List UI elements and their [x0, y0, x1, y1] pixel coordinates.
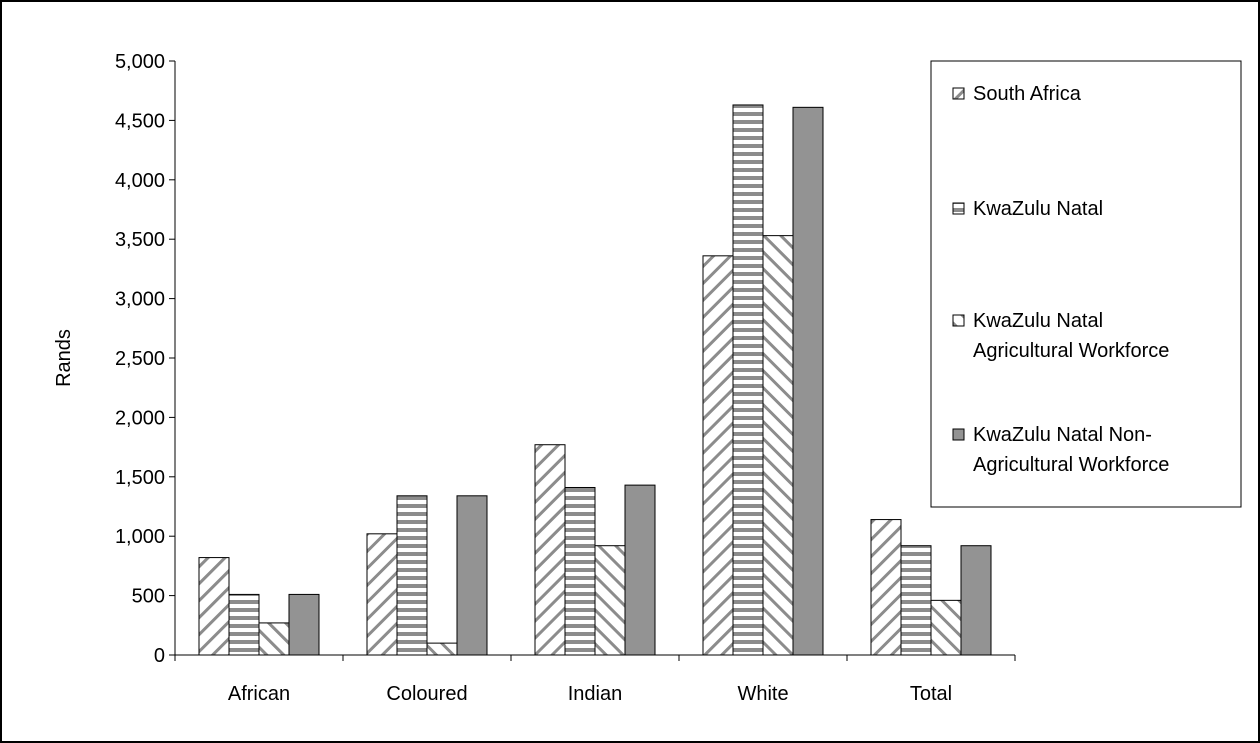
- bar: [534, 444, 566, 656]
- y-tick-label: 500: [132, 586, 165, 608]
- x-tick-label: White: [737, 683, 788, 705]
- y-tick-label: 3,000: [115, 289, 165, 311]
- legend-swatch: [952, 202, 965, 215]
- bar: [198, 557, 230, 656]
- legend-label: South Africa: [973, 83, 1082, 105]
- y-tick-label: 1,500: [115, 467, 165, 489]
- legend-swatch: [952, 428, 965, 441]
- y-tick-label: 2,000: [115, 407, 165, 429]
- bar: [426, 642, 458, 656]
- legend-swatch: [952, 87, 965, 100]
- legend: South Africa KwaZulu Natal KwaZulu Natal Ag…: [930, 60, 1242, 508]
- bar: [396, 495, 428, 656]
- y-tick-label: 2,500: [115, 348, 165, 370]
- bar: [624, 484, 656, 656]
- bar: [288, 593, 320, 656]
- legend-label: Agricultural Workforce: [973, 340, 1169, 362]
- bar: [594, 545, 626, 656]
- bar: [792, 106, 824, 656]
- x-tick-label: Coloured: [386, 683, 467, 705]
- legend-label: KwaZulu Natal: [973, 198, 1103, 220]
- y-tick-label: 4,000: [115, 170, 165, 192]
- x-tick-label: Total: [910, 683, 952, 705]
- legend-label: KwaZulu Natal: [973, 310, 1103, 332]
- legend-label: KwaZulu Natal Non-: [973, 424, 1152, 446]
- bar: [366, 533, 398, 656]
- bar: [702, 255, 734, 656]
- axes-layer: 0 500 1,000 1,500 2,000 2,500 3,000 3,500 4,000 4…: [115, 51, 1016, 705]
- y-tick-label: 0: [154, 645, 165, 667]
- bar: [960, 545, 992, 656]
- bar: [228, 593, 260, 656]
- legend-box: [930, 60, 1242, 508]
- bar: [564, 486, 596, 656]
- bar: [930, 599, 962, 656]
- y-tick-label: 3,500: [115, 229, 165, 251]
- bar: [456, 495, 488, 656]
- bar: [870, 519, 902, 656]
- x-tick-label: Indian: [568, 683, 623, 705]
- bar: [258, 622, 290, 656]
- bar: [900, 545, 932, 656]
- legend-label: Agricultural Workforce: [973, 454, 1169, 476]
- y-tick-label: 4,500: [115, 110, 165, 132]
- x-tick-label: African: [228, 683, 290, 705]
- legend-swatch: [952, 314, 965, 327]
- bar: [732, 104, 764, 656]
- bars-layer: [198, 104, 992, 656]
- y-axis-title: Rands: [53, 329, 75, 387]
- y-tick-label: 5,000: [115, 51, 165, 73]
- bar: [762, 235, 794, 656]
- y-tick-label: 1,000: [115, 526, 165, 548]
